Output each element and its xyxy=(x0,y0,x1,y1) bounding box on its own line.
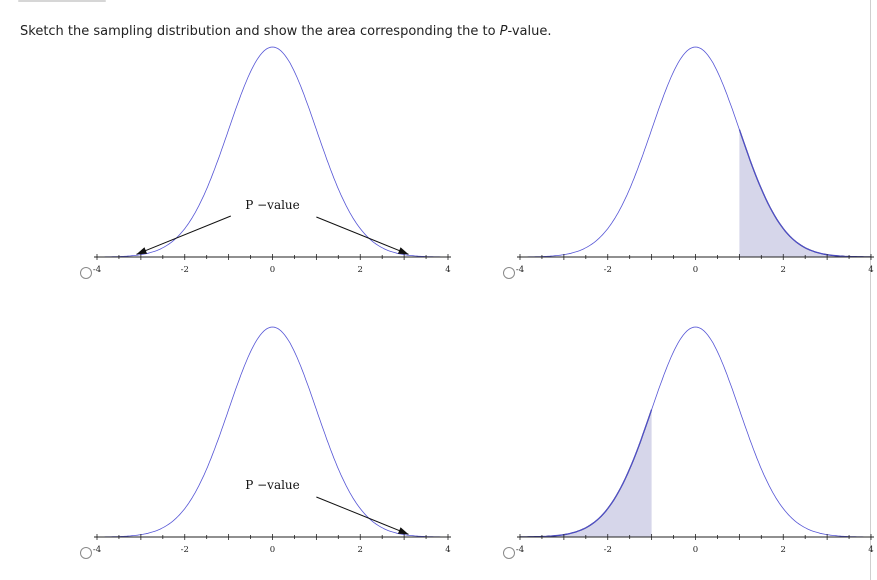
question-suffix: -value. xyxy=(507,24,552,39)
x-tick-label: -2 xyxy=(181,265,189,275)
normal-curve-plot: -4 -2 0 2 4 P −value xyxy=(93,46,451,275)
normal-curve xyxy=(97,326,448,538)
x-tick-label: 4 xyxy=(868,545,873,555)
x-tick-label: -2 xyxy=(604,545,612,555)
normal-curve-plot: -4 -2 0 2 4 xyxy=(516,326,874,555)
option-b-radio[interactable] xyxy=(503,267,515,279)
question-text: Sketch the sampling distribution and sho… xyxy=(20,24,500,39)
x-tick-label: 2 xyxy=(781,545,786,555)
x-tick-label: 0 xyxy=(270,545,275,555)
top-divider xyxy=(18,0,106,2)
p-value-label: P −value xyxy=(245,478,300,492)
right-border xyxy=(870,0,871,580)
normal-curve xyxy=(520,46,871,258)
x-tick-label: 2 xyxy=(781,265,786,275)
p-value-label: P −value xyxy=(245,198,300,212)
x-tick-label: 0 xyxy=(270,265,275,275)
question-prompt: Sketch the sampling distribution and sho… xyxy=(20,24,551,39)
x-tick-label: 0 xyxy=(693,265,698,275)
x-tick-label: -2 xyxy=(181,545,189,555)
p-value-shaded-area xyxy=(739,129,871,257)
option-d-radio[interactable] xyxy=(503,547,515,559)
p-value-shaded-area xyxy=(520,409,652,537)
x-tick-label: -4 xyxy=(93,545,101,555)
x-tick-label: 4 xyxy=(445,265,450,275)
x-tick-label: 2 xyxy=(358,545,363,555)
x-tick-label: -2 xyxy=(604,265,612,275)
p-value-arrow xyxy=(316,216,409,255)
p-value-arrow xyxy=(316,496,409,535)
x-tick-label: 0 xyxy=(693,545,698,555)
option-a-radio[interactable] xyxy=(80,267,92,279)
normal-curve-plot: -4 -2 0 2 4 xyxy=(516,46,874,275)
x-tick-label: -4 xyxy=(516,265,524,275)
normal-curve-plot: -4 -2 0 2 4 P −value xyxy=(93,326,451,555)
normal-curve xyxy=(97,46,448,258)
question-italic-p: P xyxy=(499,24,508,39)
x-tick-label: -4 xyxy=(93,265,101,275)
x-tick-label: -4 xyxy=(516,545,524,555)
arrowhead xyxy=(397,247,409,255)
arrowhead xyxy=(136,247,148,255)
arrowhead xyxy=(397,527,409,535)
x-tick-label: 4 xyxy=(868,265,873,275)
normal-curve xyxy=(520,326,871,538)
x-tick-label: 2 xyxy=(358,265,363,275)
x-tick-label: 4 xyxy=(445,545,450,555)
p-value-arrow xyxy=(136,215,232,255)
option-c-radio[interactable] xyxy=(80,547,92,559)
